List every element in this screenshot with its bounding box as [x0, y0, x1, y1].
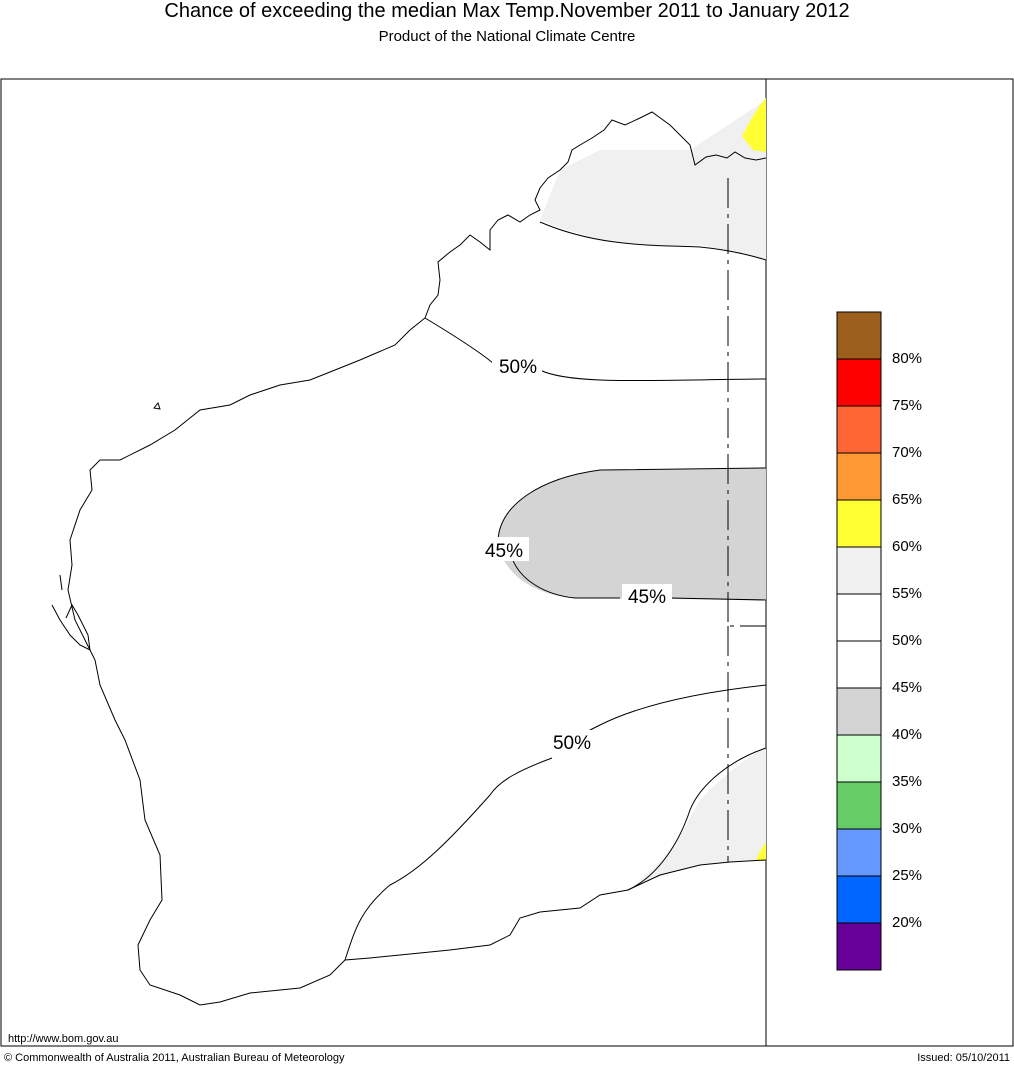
- legend-label: 60%: [892, 538, 923, 555]
- legend-swatch: [836, 499, 882, 548]
- legend-swatch: [836, 593, 882, 642]
- legend-swatch: [836, 311, 882, 360]
- legend-swatch: [836, 640, 882, 689]
- map-title: Chance of exceeding the median Max Temp.…: [164, 0, 850, 22]
- legend-label: 80%: [892, 350, 923, 367]
- legend-label: 55%: [892, 585, 923, 602]
- label-bg: [547, 730, 597, 754]
- legend-label: 45%: [892, 679, 923, 696]
- legend-swatch: [836, 405, 882, 454]
- contour-45-central: [497, 467, 767, 601]
- legend-label: 35%: [892, 773, 923, 790]
- legend-swatch: [836, 875, 882, 924]
- issued-date: Issued: 05/10/2011: [917, 1052, 1010, 1064]
- island-west: [59, 574, 63, 591]
- legend-label: 50%: [892, 632, 923, 649]
- contour-label-north-50: 50%: [499, 357, 537, 378]
- legend-swatch: [836, 828, 882, 877]
- island-north: [153, 401, 161, 410]
- contour-label-south-50: 50%: [553, 733, 591, 754]
- legend-label: 40%: [892, 726, 923, 743]
- legend-label: 75%: [892, 397, 923, 414]
- legend-label: 25%: [892, 867, 923, 884]
- legend-swatch: [836, 781, 882, 830]
- label-bg: [492, 352, 542, 376]
- zone-north-55: [540, 100, 766, 260]
- coastline: [67, 111, 767, 1006]
- zone-south-55: [628, 748, 766, 890]
- shark-bay: [51, 603, 91, 651]
- website-url[interactable]: http://www.bom.gov.au: [8, 1033, 119, 1045]
- legend-label: 65%: [892, 491, 923, 508]
- legend-swatch: [836, 358, 882, 407]
- legend-swatch: [836, 546, 882, 595]
- legend-label: 70%: [892, 444, 923, 461]
- zone-south-60: [756, 842, 766, 860]
- label-bg: [479, 537, 529, 561]
- state-border: [727, 178, 766, 862]
- contour-50-north: [424, 317, 767, 382]
- map-subtitle: Product of the National Climate Centre: [378, 28, 636, 45]
- legend-label: 30%: [892, 820, 923, 837]
- legend-swatch: [836, 687, 882, 736]
- legend-swatch: [836, 734, 882, 783]
- legend-swatch: [836, 452, 882, 501]
- legend-label: 20%: [892, 914, 923, 931]
- label-bg: [622, 584, 672, 608]
- contour-label-west-45: 45%: [485, 541, 523, 562]
- legend-swatches: [836, 311, 882, 971]
- contour-label-east-45: 45%: [628, 587, 666, 608]
- zone-north-60: [742, 98, 766, 152]
- contour-55-north: [539, 221, 767, 261]
- copyright-notice: © Commonwealth of Australia 2011, Austra…: [4, 1052, 345, 1064]
- zone-central-40: [498, 468, 766, 600]
- legend-swatch: [836, 922, 882, 971]
- outer-frame: [0, 78, 1014, 1047]
- contour-55-south: [627, 747, 767, 891]
